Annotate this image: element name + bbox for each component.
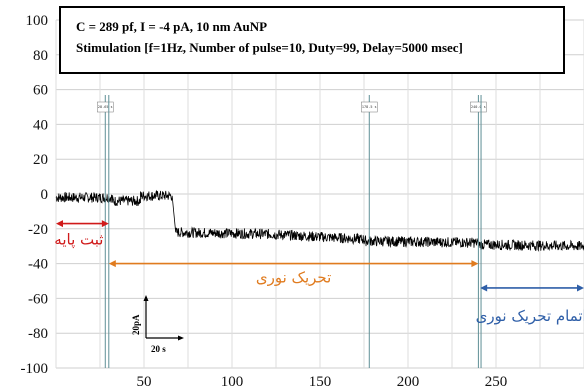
y-tick-label: -80 [28, 326, 48, 342]
grid [55, 19, 584, 369]
annotation-arrowhead-right [577, 284, 584, 292]
trace-group [55, 189, 584, 252]
scale-bar-y-label: 20pA [131, 314, 141, 335]
scale-bar-vertical-arrow [143, 295, 149, 301]
cursor-lines: 28.65 s 178.5 s 240.0 s [97, 95, 487, 368]
annotation-arrowhead-left [108, 260, 116, 268]
y-tick-label: 60 [33, 83, 48, 99]
annotation-arrowhead-left [480, 284, 488, 292]
y-tick-label: 100 [26, 13, 49, 29]
annotation-arrowhead-left [56, 220, 63, 228]
x-tick-label: 50 [137, 374, 152, 390]
cursor-label: 28.65 s [98, 105, 113, 109]
scale-bar-x-label: 20 s [151, 344, 166, 354]
cursor-label: 240.0 s [471, 105, 486, 109]
info-line-2: Stimulation [f=1Hz, Number of pulse=10, … [76, 40, 463, 55]
info-box [59, 6, 565, 74]
y-tick-label: 0 [41, 187, 49, 203]
x-tick-label: 150 [309, 374, 332, 390]
signal-trace [55, 189, 584, 252]
cursor-label-box [361, 101, 378, 113]
scale-bar-horizontal-arrow [178, 335, 184, 341]
y-tick-label: -40 [28, 257, 48, 273]
cursor-label-box [470, 101, 487, 113]
annotation-label: ثبت پایه [54, 230, 103, 249]
annotation-arrowhead-right [101, 220, 109, 228]
annotation-label: تحریک نوری [256, 269, 331, 287]
annotations: ثبت پایه تحریک نوری اتمام تحریک نوری [54, 220, 584, 325]
x-tick-label: 200 [397, 374, 420, 390]
cursor-label-box [97, 101, 114, 113]
cursor-label: 178.5 s [362, 105, 377, 109]
y-tick-labels: 100 80 60 40 20 0 -20 -40 -60 -80 -100 [21, 13, 49, 377]
annotation-label: اتمام تحریک نوری [476, 307, 584, 325]
y-tick-label: -60 [28, 291, 48, 307]
scale-bar: 20pA 20 s [131, 295, 184, 354]
info-line-1: C = 289 pf, I = -4 pA, 10 nm AuNP [76, 19, 267, 34]
x-tick-label: 250 [485, 374, 508, 390]
y-tick-label: 80 [33, 48, 48, 64]
y-tick-label: -100 [21, 361, 49, 377]
annotation-arrowhead-right [471, 260, 479, 268]
y-tick-label: -20 [28, 222, 48, 238]
y-tick-label: 40 [33, 117, 48, 133]
x-tick-labels: 50 100 150 200 250 [137, 374, 508, 390]
x-tick-label: 100 [221, 374, 244, 390]
y-tick-label: 20 [33, 152, 48, 168]
